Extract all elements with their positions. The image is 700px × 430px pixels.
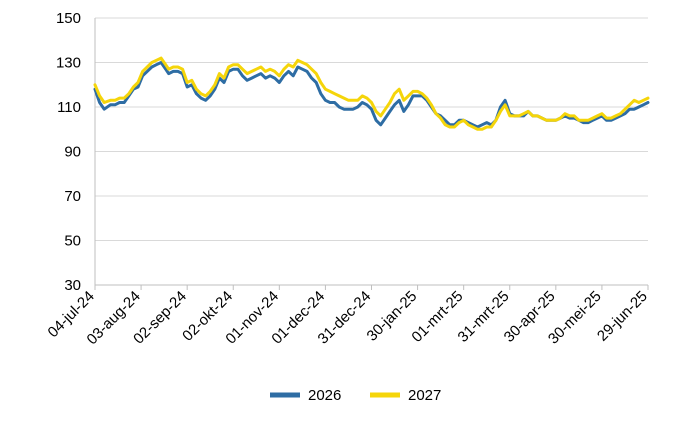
gridlines (95, 17, 648, 241)
y-tick-label-150: 150 (56, 10, 81, 27)
series-line-2026 (93, 61, 650, 129)
x-tick-label-29-jun-25: 29-jun-25 (594, 288, 651, 345)
y-tick-label-30: 30 (64, 277, 81, 294)
y-tick-label-90: 90 (64, 144, 81, 161)
y-axis-ticks: 30 50 70 90 110 130 150 (56, 10, 81, 294)
legend-label-2027: 2027 (408, 387, 441, 404)
y-tick-label-70: 70 (64, 188, 81, 205)
series-line-2027 (93, 56, 650, 131)
y-tick-label-130: 130 (56, 55, 81, 72)
legend-label-2026: 2026 (308, 387, 341, 404)
legend: 2026 2027 (270, 387, 441, 404)
y-tick-label-110: 110 (57, 99, 81, 116)
series-lines (93, 56, 650, 131)
y-tick-label-50: 50 (64, 233, 81, 250)
x-axis-ticks: 04-jul-2403-aug-2402-sep-2402-okt-2401-n… (45, 285, 651, 348)
